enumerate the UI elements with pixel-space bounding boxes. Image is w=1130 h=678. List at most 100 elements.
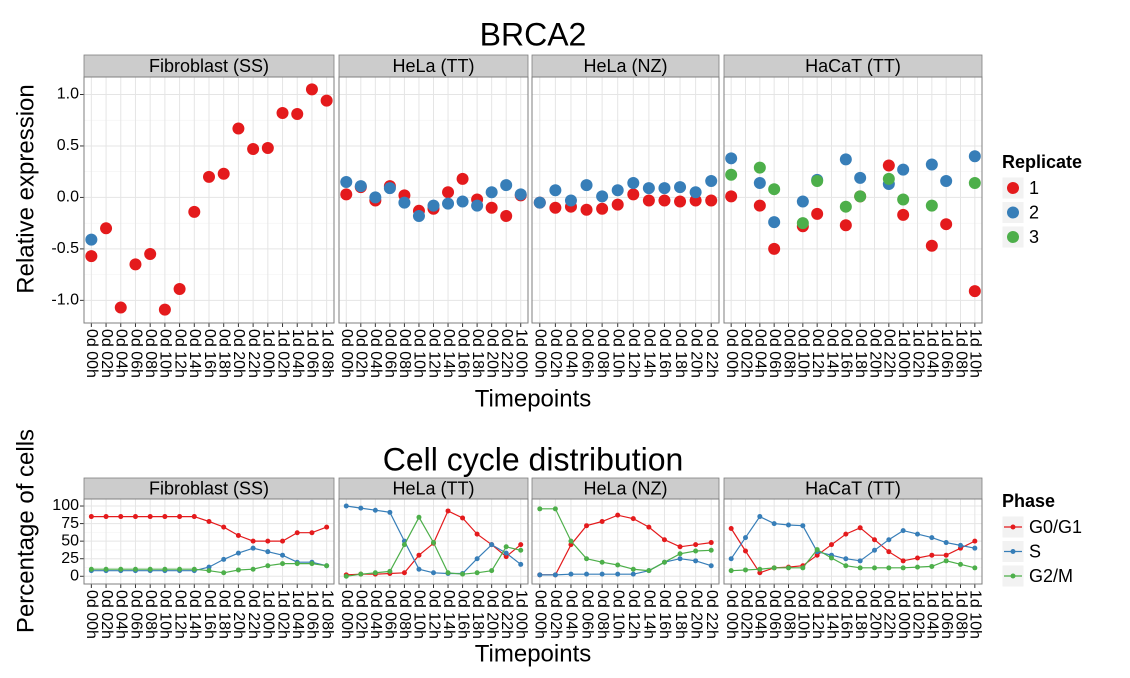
data-point [103,514,109,520]
data-point [191,514,197,520]
y-tick-label: 0.5 [57,137,79,154]
x-tick-label: 0d 04h [113,329,130,378]
data-point [162,514,168,520]
legend-marker [1007,182,1019,194]
data-point [445,570,451,576]
x-tick-label: 0d 22h [245,329,262,378]
data-point [265,563,271,569]
data-point [460,571,466,577]
x-tick-label: 0d 10h [157,329,174,378]
strip-label: HeLa (TT) [392,478,474,498]
data-point [324,524,330,530]
data-point [900,558,906,564]
x-tick-label: 1d 04h [924,329,941,378]
x-tick-label: 0d 16h [201,590,218,639]
data-point [693,548,699,554]
data-point [177,514,183,520]
x-tick-label: 0d 02h [98,329,115,378]
x-tick-label: 0d 20h [866,590,883,639]
data-point [757,514,763,520]
data-point [343,503,349,509]
x-tick-label: 0d 00h [338,590,355,639]
data-point [811,174,824,187]
data-point [743,567,748,573]
data-point [118,566,124,572]
x-tick-label: 1d 08h [952,590,969,639]
data-point [854,190,867,203]
data-point [235,533,241,539]
x-tick-label: 0d 00h [532,590,549,639]
data-point [943,558,949,564]
x-tick-label: 1d 02h [274,590,291,639]
x-tick-label: 0d 06h [382,329,399,378]
x-tick-label: 0d 20h [230,590,247,639]
data-point [708,547,714,553]
data-point [261,142,274,155]
data-point [674,181,687,194]
strip-label: HeLa (NZ) [583,56,667,76]
data-point [221,524,227,530]
data-point [968,285,981,298]
data-point [250,566,256,572]
data-point [88,566,94,572]
series-line [539,508,712,572]
x-tick-label: 0d 20h [483,329,500,378]
data-point [611,184,624,197]
data-point [580,179,593,192]
x-tick-label: 0d 10h [609,329,626,378]
data-point [753,199,766,212]
data-point [857,558,863,564]
data-point [320,94,333,107]
x-tick-label: 1d 08h [318,590,335,639]
data-point [387,568,393,574]
data-point [235,550,241,556]
data-point [693,542,699,548]
data-point [147,566,153,572]
x-tick-label: 0d 14h [186,590,203,639]
data-point [596,190,609,203]
data-point [854,171,867,184]
data-point [814,552,820,558]
data-point [925,239,938,252]
data-point [372,507,378,513]
data-point [677,544,683,550]
x-tick-label: 0d 18h [852,590,869,639]
data-point [474,570,480,576]
data-point [771,521,777,527]
data-point [725,168,738,181]
x-tick-label: 0d 16h [838,329,855,378]
x-tick-label: 0d 02h [547,590,564,639]
data-point [324,563,330,569]
data-point [518,542,524,548]
x-tick-label: 1d 08h [952,329,969,378]
x-tick-label: 0d 00h [338,329,355,378]
data-point [412,209,425,222]
data-point [358,571,364,577]
data-point [705,174,718,187]
legend-label: S [1029,541,1041,561]
data-point [943,540,949,546]
x-tick-label: 1d 10h [967,590,984,639]
data-point [872,565,877,571]
x-tick-label: 0d 18h [215,329,232,378]
data-point [972,538,978,544]
data-point [872,547,877,553]
data-point [693,558,699,564]
x-tick-label: 0d 08h [594,590,611,639]
x-tick-label: 1d 02h [274,329,291,378]
data-point [596,202,609,215]
x-axis-title: Timepoints [475,385,591,412]
data-point [232,122,245,135]
data-point [568,538,574,544]
data-point [85,250,98,263]
data-point [839,200,852,213]
y-tick-label: 75 [61,515,79,532]
data-point [915,555,920,561]
data-point [100,222,113,235]
data-point [705,194,718,207]
y-tick-label: 1.0 [57,86,79,103]
